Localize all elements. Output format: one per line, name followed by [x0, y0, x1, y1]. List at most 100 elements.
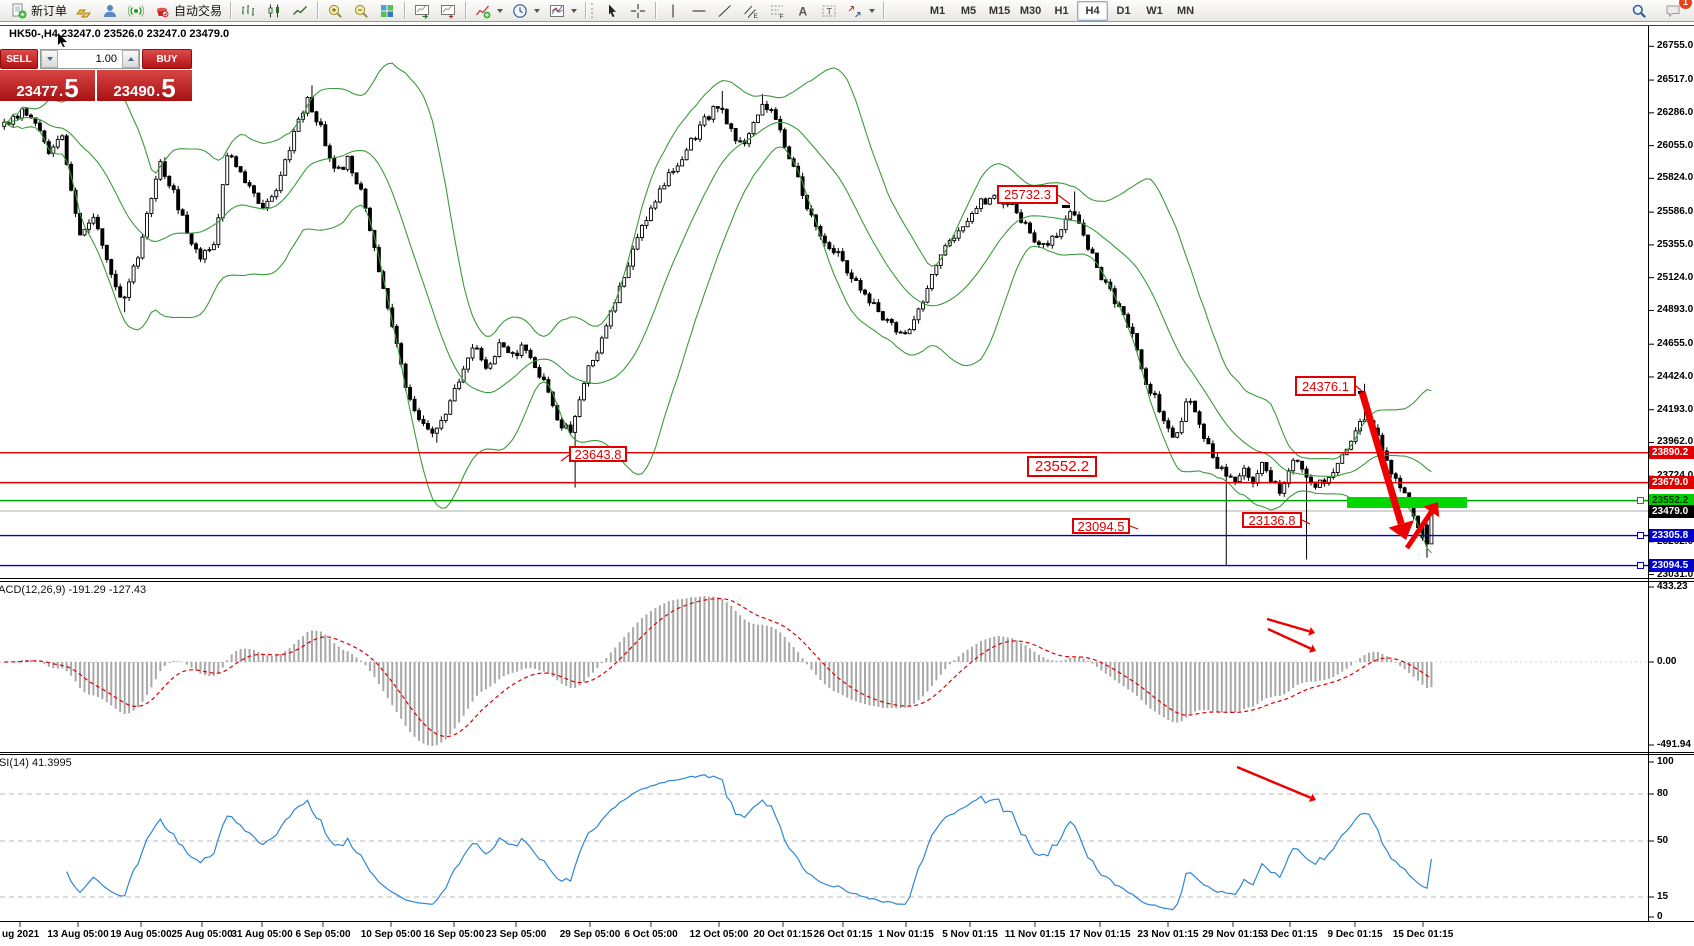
- bollinger-upper: [4, 62, 1432, 460]
- buy-price[interactable]: 23490. 5: [97, 70, 192, 101]
- chart-shift-button[interactable]: [435, 0, 461, 22]
- new-order-label: 新订单: [31, 4, 68, 18]
- price-divider: [95, 70, 97, 101]
- auto-scroll-button[interactable]: [409, 0, 435, 22]
- timeframe-MN[interactable]: MN: [1176, 4, 1195, 17]
- zoom-in-button[interactable]: [322, 0, 348, 22]
- timeframe-H4[interactable]: H4: [1077, 0, 1109, 21]
- dropdown-caret: [869, 8, 876, 13]
- crosshair-icon: [629, 2, 647, 20]
- auto-scroll-icon: [413, 2, 431, 20]
- periods-button[interactable]: [507, 0, 544, 22]
- arrows-tool-button[interactable]: [842, 0, 879, 22]
- tile-windows-icon: [378, 2, 396, 20]
- volume-value[interactable]: 1.00: [95, 53, 117, 65]
- notification-badge: 1: [1679, 0, 1692, 9]
- timeframe-M15[interactable]: M15: [988, 4, 1011, 17]
- tile-windows-button[interactable]: [374, 0, 400, 22]
- toolbar-separator: [883, 2, 885, 19]
- sell-price-frac: 5: [64, 73, 79, 103]
- arrows-tool-icon: [846, 2, 864, 20]
- svg-text:E: E: [754, 13, 759, 19]
- fibonacci-icon: F: [768, 2, 786, 20]
- down-triangle-icon: [46, 57, 53, 61]
- macd-panel: [0, 596, 1648, 746]
- candlestick-chart-button[interactable]: [261, 0, 287, 22]
- timeframe-M30[interactable]: M30: [1019, 4, 1042, 17]
- bar-chart-icon: [239, 2, 257, 20]
- bollinger-lower: [3, 121, 1432, 554]
- buy-price-main: 23490: [113, 83, 156, 100]
- rsi-panel: [0, 765, 1648, 911]
- rsi-line: [66, 774, 1432, 911]
- indicators-button[interactable]: [470, 0, 507, 22]
- timeframe-M1[interactable]: M1: [929, 4, 946, 17]
- toolbar-separator: [465, 2, 467, 19]
- dropdown-caret: [497, 8, 504, 13]
- equidistant-channel-button[interactable]: E: [738, 0, 764, 22]
- gold-bar-button[interactable]: [71, 0, 97, 22]
- vertical-line-button[interactable]: [660, 0, 686, 22]
- add-indicator-icon: [474, 2, 492, 20]
- auto-trading-button[interactable]: 自动交易: [149, 0, 226, 22]
- toolbar: 新订单 自动交易 E F A T: [0, 0, 1694, 22]
- profile-button[interactable]: [97, 0, 123, 22]
- crosshair-button[interactable]: [625, 0, 651, 22]
- chart-shift-icon: [439, 2, 457, 20]
- cursor-button[interactable]: [599, 0, 625, 22]
- templates-button[interactable]: [544, 0, 581, 22]
- horizontal-line-button[interactable]: [686, 0, 712, 22]
- timeframe-H1[interactable]: H1: [1054, 4, 1069, 17]
- zoom-out-button[interactable]: [348, 0, 374, 22]
- equidistant-channel-icon: E: [742, 2, 760, 20]
- buy-button[interactable]: BUY: [142, 49, 192, 69]
- auto-trading-icon: [153, 2, 171, 20]
- sell-button[interactable]: SELL: [0, 49, 38, 69]
- timeframe-W1[interactable]: W1: [1146, 4, 1163, 17]
- svg-text:T: T: [827, 6, 833, 16]
- bar-chart-button[interactable]: [235, 0, 261, 22]
- template-icon: [548, 2, 566, 20]
- line-chart-button[interactable]: [287, 0, 313, 22]
- text-button[interactable]: A: [790, 0, 816, 22]
- cursor-icon: [603, 2, 621, 20]
- toolbar-separator: [404, 2, 406, 19]
- line-chart-icon: [291, 2, 309, 20]
- search-button[interactable]: [1626, 0, 1652, 22]
- candlestick-chart-icon: [265, 2, 283, 20]
- new-order-button[interactable]: 新订单: [6, 0, 71, 22]
- svg-text:F: F: [780, 13, 784, 19]
- auto-trading-label: 自动交易: [174, 4, 223, 18]
- sell-price-dot: .: [59, 83, 64, 100]
- one-click-trading-panel: SELL 1.00 BUY 23477. 5 23490. 5: [0, 49, 192, 101]
- gold-bar-icon: [75, 2, 93, 20]
- timeframe-D1[interactable]: D1: [1116, 4, 1131, 17]
- clock-icon: [511, 2, 529, 20]
- signal-button[interactable]: [123, 0, 149, 22]
- macd-signal-line: [4, 597, 1432, 738]
- toolbar-separator: [317, 2, 319, 19]
- sell-price-main: 23477: [16, 83, 59, 100]
- bollinger-middle: [4, 116, 1432, 478]
- toolbar-separator: [585, 2, 587, 19]
- volume-decrease-button[interactable]: [41, 50, 58, 68]
- volume-increase-button[interactable]: [122, 50, 139, 68]
- zoom-in-icon: [326, 2, 344, 20]
- notifications-button[interactable]: 1: [1660, 0, 1692, 22]
- chat-icon: [1664, 2, 1682, 20]
- toolbar-separator: [230, 2, 232, 19]
- person-icon: [101, 2, 119, 20]
- timeframe-bar: M1 M5 M15 M30 H1 H4 D1 W1 MN: [922, 0, 1201, 21]
- svg-text:A: A: [799, 4, 808, 18]
- timeframe-M5[interactable]: M5: [960, 4, 977, 17]
- trendline-button[interactable]: [712, 0, 738, 22]
- sell-price[interactable]: 23477. 5: [0, 70, 95, 101]
- text-label-icon: T: [820, 2, 838, 20]
- fibonacci-button[interactable]: F: [764, 0, 790, 22]
- dropdown-caret: [571, 8, 578, 13]
- vertical-line-icon: [664, 2, 682, 20]
- new-order-icon: [10, 2, 28, 20]
- text-label-button[interactable]: T: [816, 0, 842, 22]
- highlight-zone: [1347, 497, 1467, 508]
